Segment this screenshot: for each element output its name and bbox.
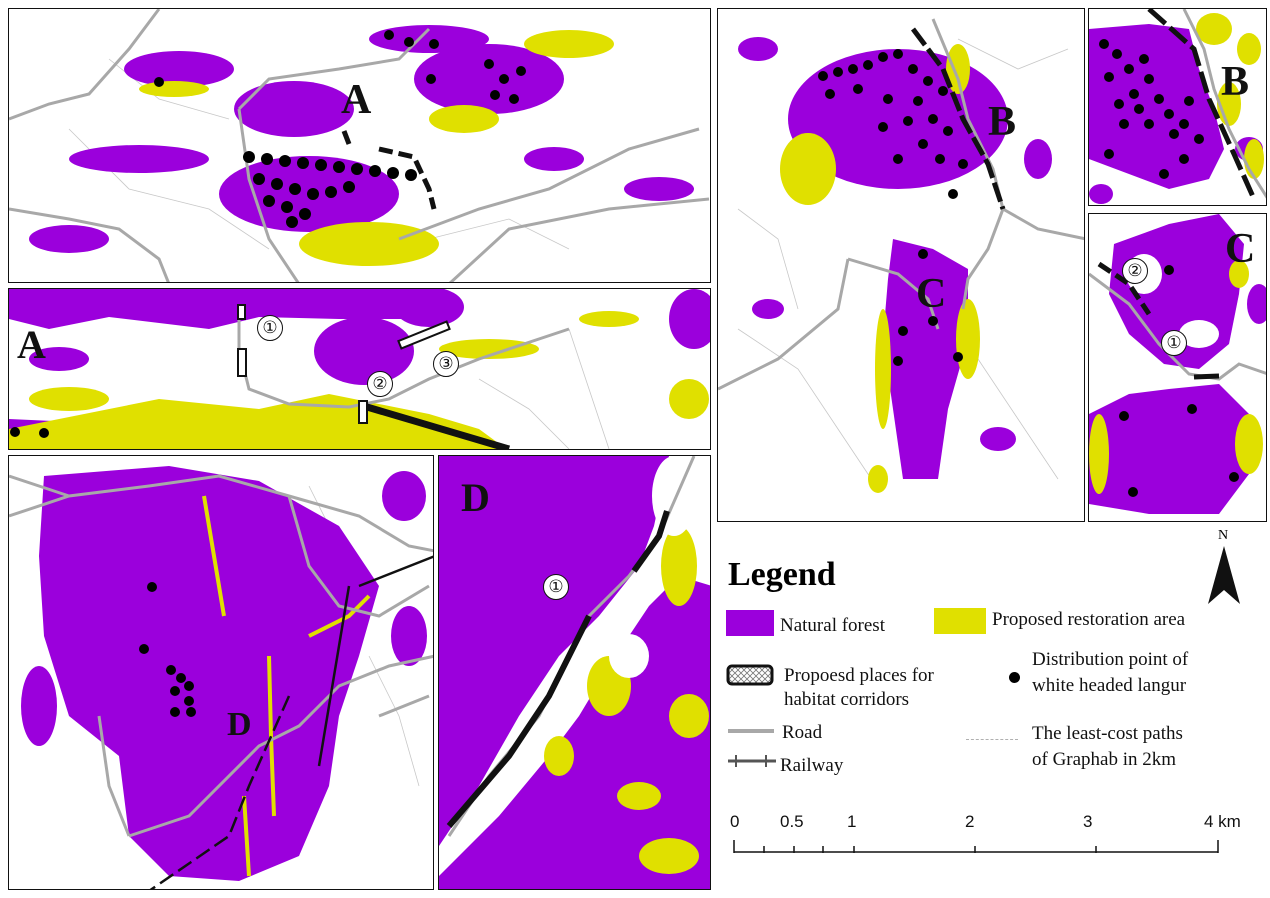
inset-panel-a: A ① ② ③ (8, 288, 711, 450)
map-canvas-bottom-left (9, 466, 433, 889)
scale-bar (733, 840, 1219, 853)
panel-label-c-main: C (916, 271, 947, 317)
natural-forest-areas (29, 25, 694, 253)
scale-tick-4: 4 km (1204, 812, 1241, 831)
langur-points (1099, 39, 1204, 179)
panel-label-b-main: B (988, 99, 1017, 145)
north-arrow-label: N (1218, 528, 1229, 543)
corridor-marker-d1: ① (543, 574, 569, 600)
legend-swatch-lcp (966, 739, 1018, 740)
north-arrow: N (1204, 528, 1244, 608)
inset-a-canvas (9, 289, 710, 449)
scale-tick-1: 1 (847, 812, 857, 831)
langur-points (139, 582, 196, 717)
inset-panel-d: D ① (438, 455, 711, 890)
panel-label-b-inset: B (1221, 59, 1250, 105)
restoration-areas (9, 311, 709, 449)
roads (1182, 9, 1266, 199)
scale-tick-2: 2 (965, 812, 975, 831)
panel-label-d-inset: D (461, 475, 490, 520)
restoration-areas (1089, 260, 1263, 494)
legend: Legend Natural forest Proposed restorati… (720, 540, 1268, 890)
corridor-sites (911, 27, 1006, 210)
corridor-marker-c2: ② (1122, 258, 1148, 284)
restoration-areas (544, 526, 709, 874)
legend-title: Legend (728, 556, 836, 593)
legend-label-point-2: white headed langur (1032, 675, 1187, 696)
inset-b-canvas (1089, 9, 1266, 204)
map-canvas-top-left (9, 9, 710, 282)
north-arrow-icon (1208, 546, 1240, 604)
railway (149, 555, 433, 889)
scale-tick-3: 3 (1083, 812, 1093, 831)
legend-swatch-corridor (726, 664, 774, 686)
corridor-sites (1097, 261, 1220, 380)
langur-points (154, 30, 526, 228)
roads (9, 9, 710, 282)
corridor-marker-1: ① (257, 315, 283, 341)
panel-label-a-inset: A (17, 322, 46, 367)
roads (9, 474, 433, 838)
legend-label-railway: Railway (780, 755, 844, 776)
legend-swatch-natural-forest (726, 610, 774, 636)
corridor-sites (237, 304, 510, 449)
legend-swatch-railway (728, 755, 776, 767)
panel-label-d-main: D (227, 706, 252, 743)
panel-label-c-inset: C (1225, 226, 1256, 272)
restoration-areas (202, 495, 371, 877)
corridor-marker-c1: ① (1161, 330, 1187, 356)
langur-points (1119, 265, 1239, 497)
map-canvas-right (718, 18, 1084, 493)
legend-swatch-road (728, 729, 774, 733)
legend-label-point-1: Distribution point of (1032, 649, 1189, 670)
scale-tick-0-5: 0.5 (780, 812, 804, 831)
langur-points (818, 49, 968, 366)
langur-points (10, 427, 49, 438)
legend-label-restoration: Proposed restoration area (992, 609, 1186, 630)
natural-forest-areas (21, 466, 427, 881)
inset-d-canvas (439, 456, 710, 889)
inset-panel-c: C ② ① (1088, 213, 1267, 522)
restoration-areas (139, 30, 614, 266)
panel-label-a-main: A (341, 77, 372, 123)
corridor-sites (446, 510, 670, 828)
legend-label-natural-forest: Natural forest (780, 615, 885, 636)
map-panel-bottom-left: D (8, 455, 434, 890)
legend-swatch-restoration (934, 608, 986, 634)
map-panel-top-left: A (8, 8, 711, 283)
inset-panel-b: B (1088, 8, 1267, 206)
legend-label-lcp-2: of Graphab in 2km (1032, 749, 1177, 770)
scale-tick-0: 0 (730, 812, 740, 831)
corridor-marker-3: ③ (433, 351, 459, 377)
roads (1089, 272, 1266, 381)
legend-swatch-point (1009, 672, 1020, 683)
corridor-marker-2: ② (367, 371, 393, 397)
legend-label-corridor-1: Propoesd places for (784, 665, 934, 686)
legend-label-lcp-1: The least-cost paths (1032, 723, 1183, 744)
map-panel-right: B C (717, 8, 1085, 522)
corridor-sites (341, 130, 437, 210)
least-cost-paths (737, 38, 1069, 490)
legend-label-corridor-2: habitat corridors (784, 689, 910, 710)
restoration-areas (780, 44, 980, 493)
legend-label-road: Road (782, 722, 823, 743)
least-cost-paths (478, 328, 610, 449)
corridor-sites (1147, 9, 1257, 201)
